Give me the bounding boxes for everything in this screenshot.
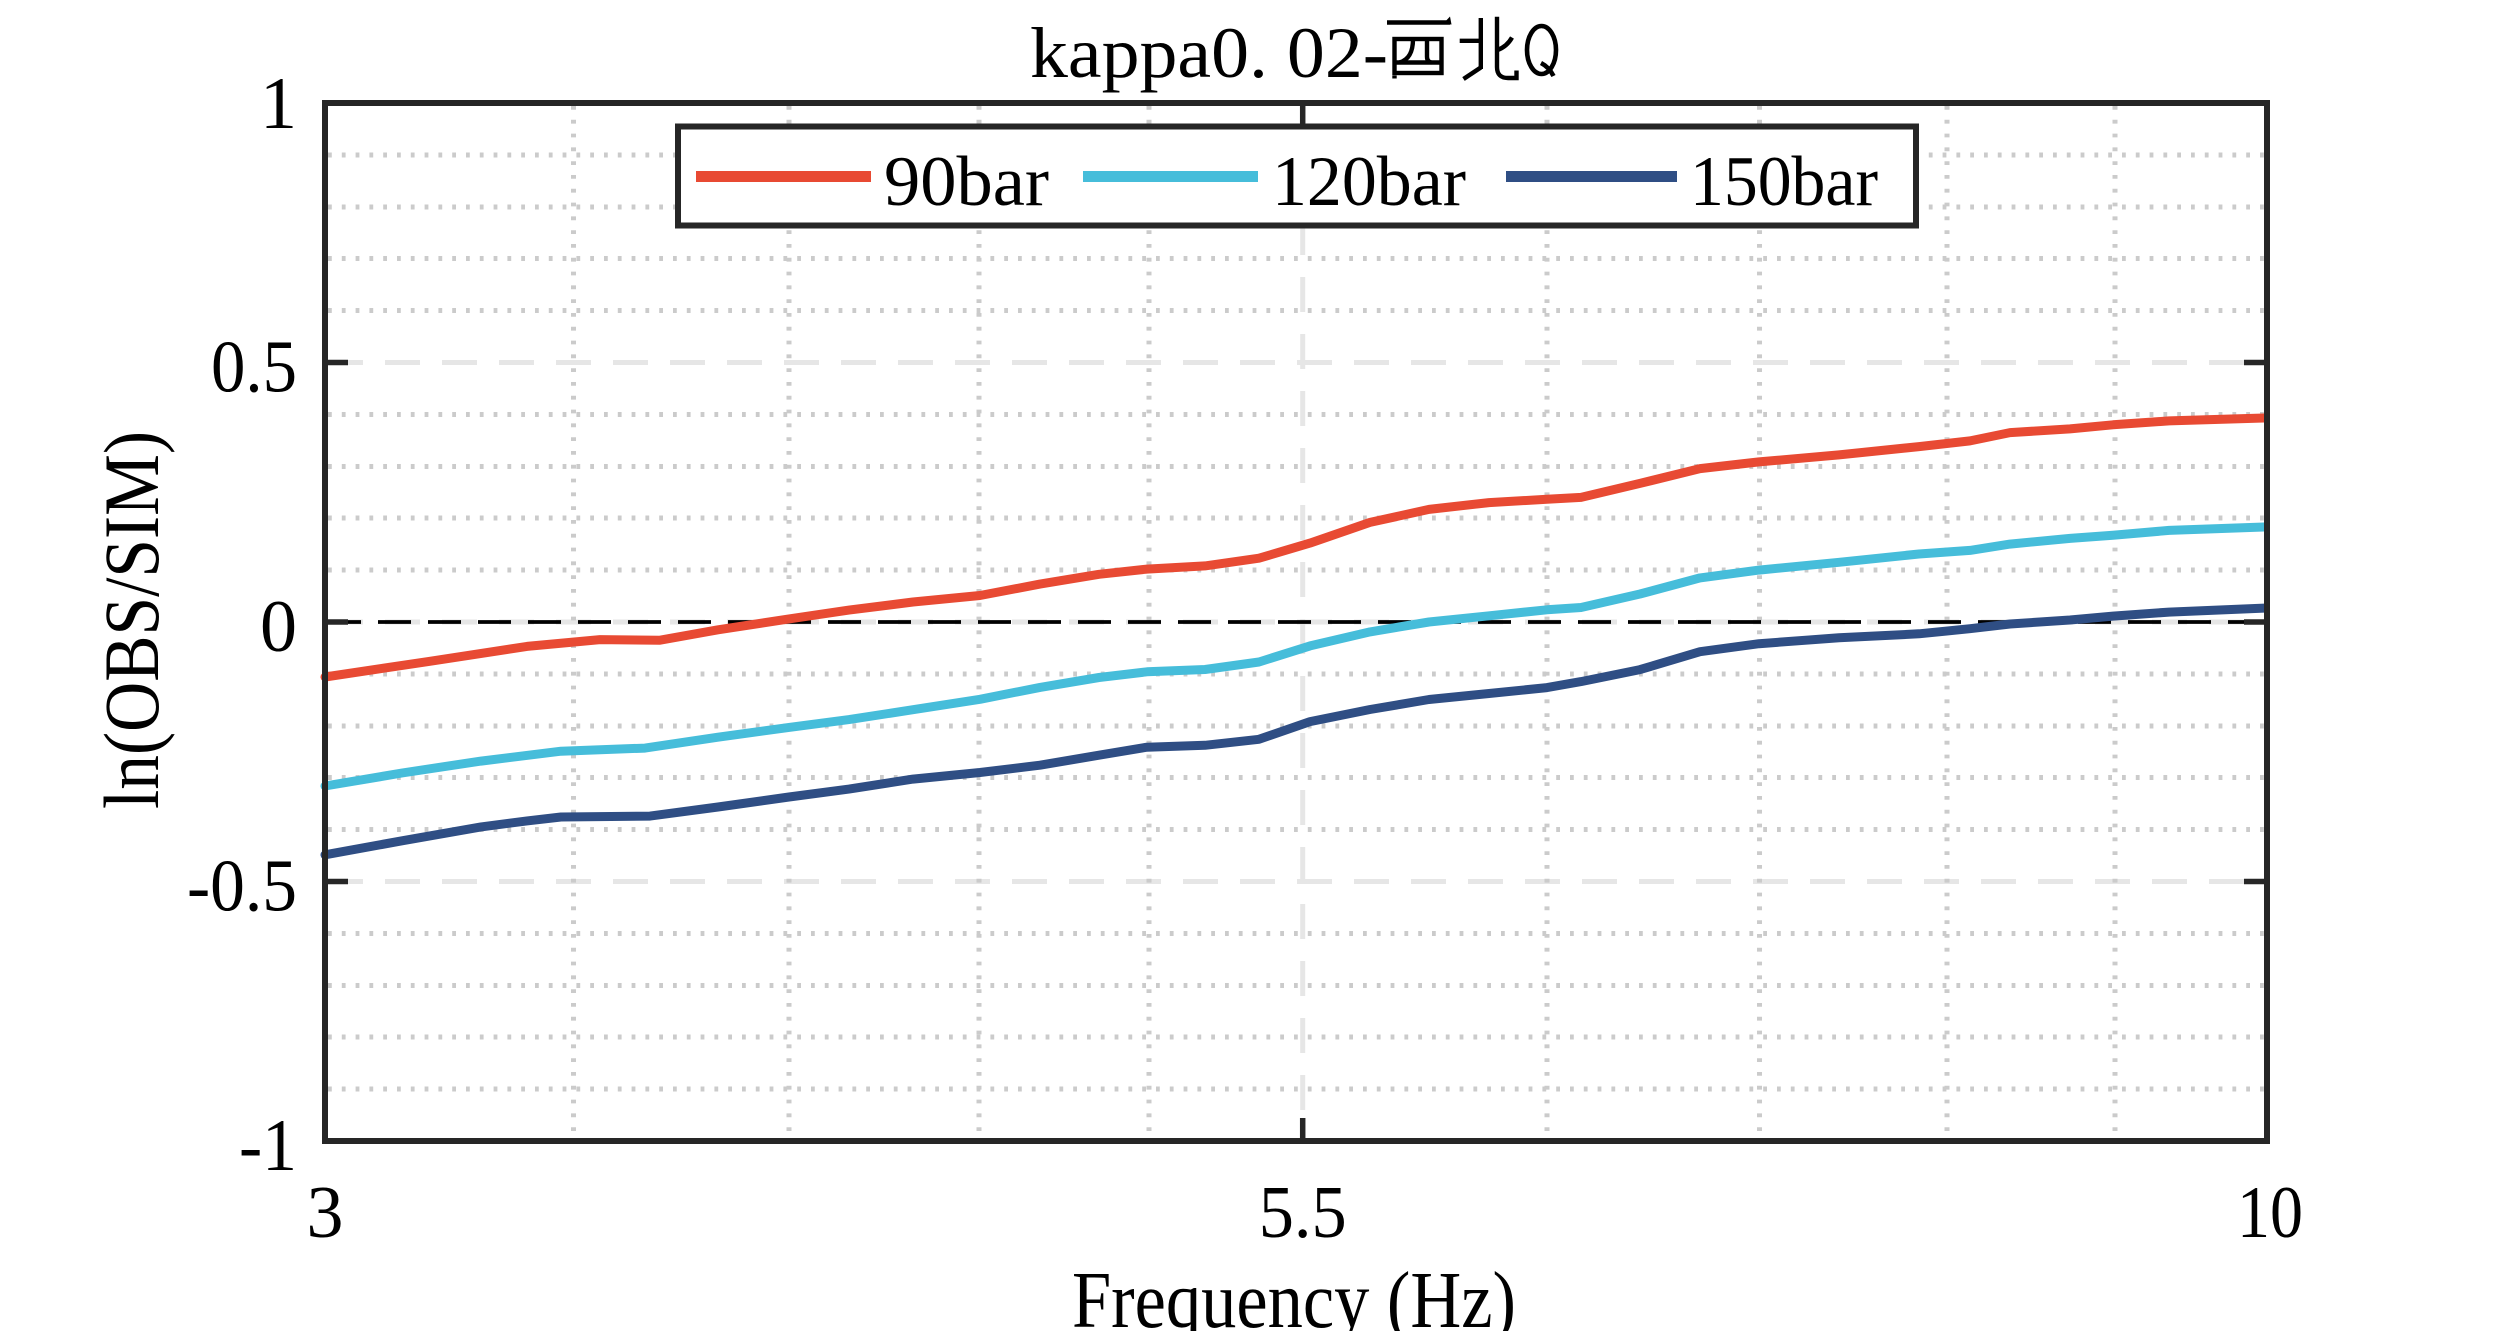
svg-text:150bar: 150bar [1690,143,1878,221]
svg-text:0.5: 0.5 [211,327,297,409]
svg-text:90bar: 90bar [884,143,1049,221]
svg-text:-1: -1 [239,1105,297,1187]
svg-text:3: 3 [307,1172,344,1254]
svg-text:5.5: 5.5 [1259,1172,1347,1254]
svg-text:kappa0. 02-: kappa0. 02- [1030,13,1388,93]
svg-text:-0.5: -0.5 [187,846,297,928]
svg-text:ln(OBS/SIM): ln(OBS/SIM) [88,431,175,809]
svg-text:1: 1 [260,63,297,145]
svg-text:10: 10 [2237,1172,2303,1254]
svg-text:Frequency (Hz): Frequency (Hz) [1072,1255,1516,1331]
svg-text:120bar: 120bar [1272,143,1466,221]
svg-text:0: 0 [260,586,297,668]
